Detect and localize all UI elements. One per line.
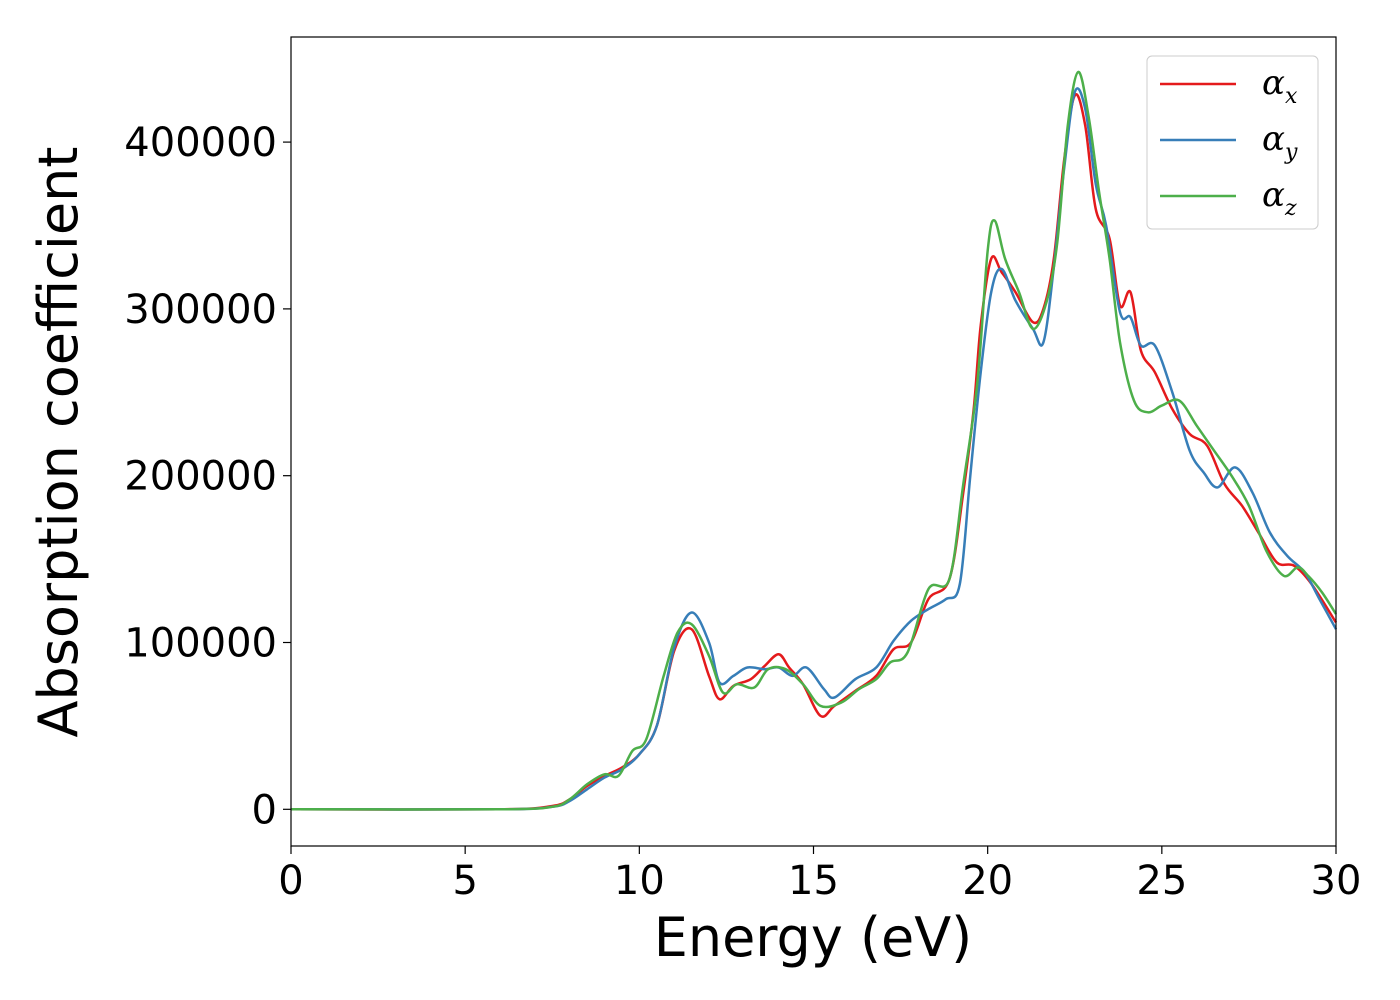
x-tick-label: 10 — [614, 858, 665, 904]
y-axis-title: Absorption coefficient — [27, 147, 90, 738]
y-tick-label: 300000 — [124, 287, 277, 333]
x-tick-label: 20 — [962, 858, 1013, 904]
y-tick-label: 200000 — [124, 454, 277, 500]
y-tick-label: 400000 — [124, 120, 277, 166]
x-tick-label: 25 — [1136, 858, 1187, 904]
legend-box — [1146, 55, 1319, 230]
y-axis-ticks: 0 100000 200000 300000 400000 — [124, 120, 291, 833]
series-layer — [290, 70, 1338, 811]
x-axis-title: Energy (eV) — [654, 906, 973, 969]
y-tick-label: 0 — [252, 787, 277, 833]
x-tick-label: 15 — [788, 858, 839, 904]
series-line-alpha-z — [290, 70, 1338, 811]
series-line-alpha-y — [290, 87, 1338, 811]
x-tick-label: 30 — [1311, 858, 1362, 904]
x-tick-label: 5 — [452, 858, 477, 904]
x-tick-label: 0 — [278, 858, 303, 904]
x-axis-ticks: 0 5 10 15 20 25 30 — [278, 846, 1361, 904]
y-tick-label: 100000 — [124, 620, 277, 666]
